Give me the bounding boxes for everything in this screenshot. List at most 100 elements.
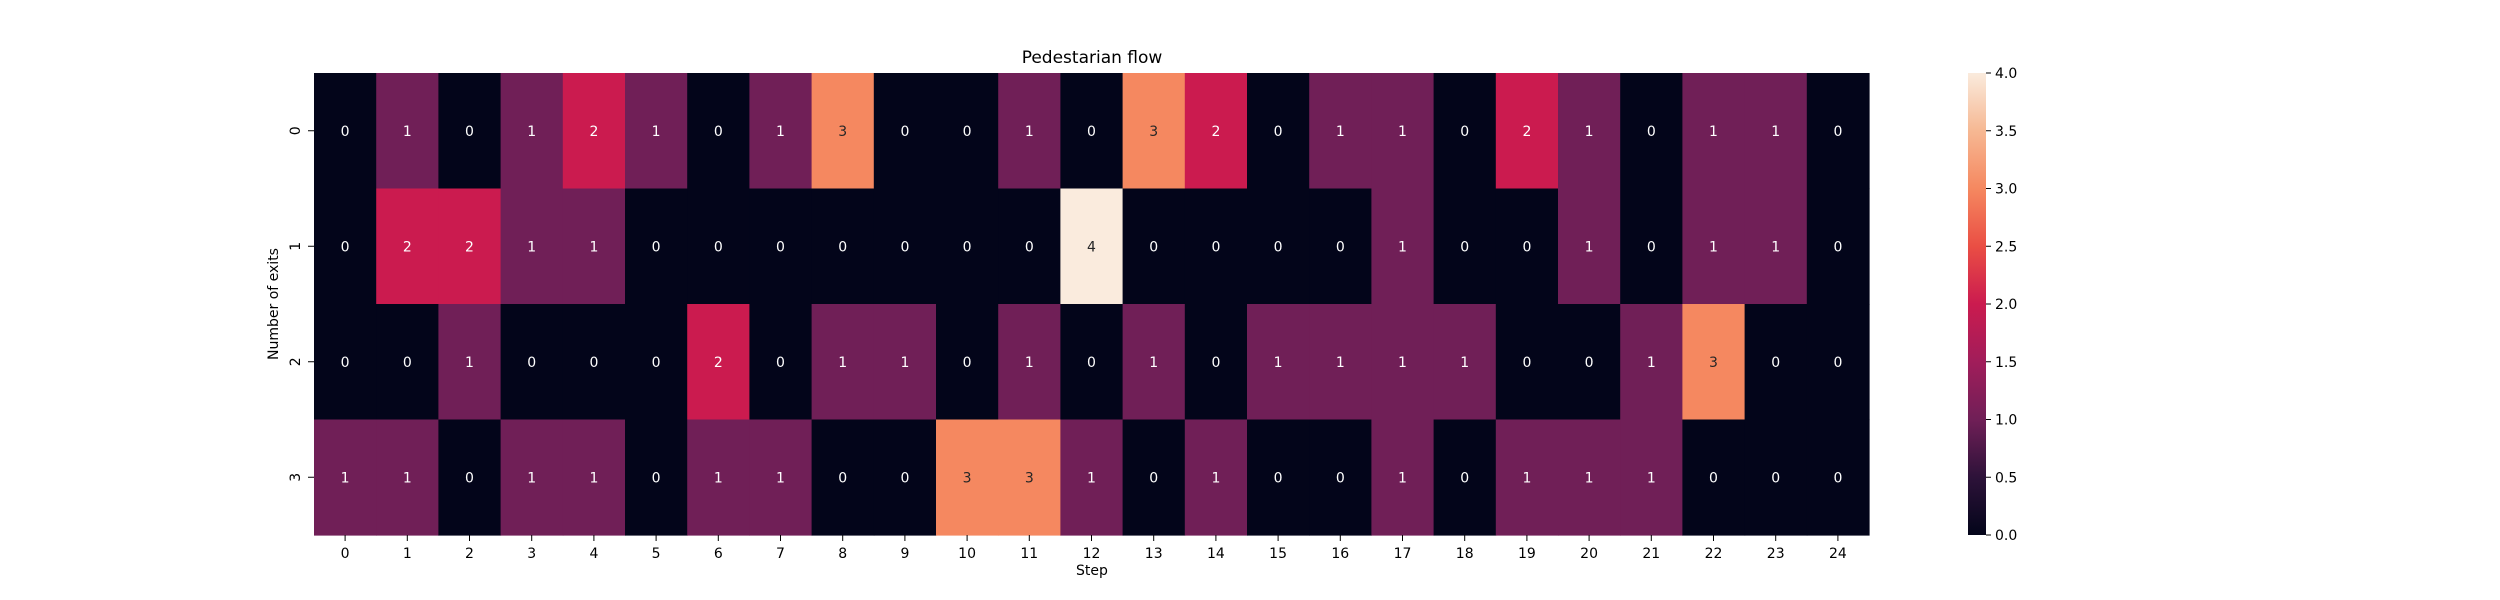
cell-value-label: 2: [1522, 124, 1531, 140]
cell-value-label: 0: [900, 239, 909, 255]
cell-value-label: 1: [1398, 239, 1407, 255]
cell-value-label: 1: [1585, 239, 1594, 255]
cell-value-label: 1: [714, 470, 723, 486]
colorbar-tick-label: 3.5: [1995, 124, 2017, 140]
heatmap-cell: [1247, 419, 1310, 536]
heatmap-cell: [1620, 73, 1683, 190]
cell-value-label: 0: [838, 470, 847, 486]
cell-value-label: 0: [1274, 470, 1283, 486]
heatmap-cell: [1495, 73, 1559, 190]
x-tick-label: 1: [403, 546, 412, 562]
cell-value-label: 1: [1709, 239, 1718, 255]
colorbar-tick-label: 4.0: [1995, 66, 2017, 82]
cell-value-label: 1: [1522, 470, 1531, 486]
y-tick-label: 0: [288, 126, 304, 135]
heatmap-cell: [1620, 188, 1683, 305]
x-tick-label: 18: [1456, 546, 1474, 562]
cell-value-label: 1: [1398, 124, 1407, 140]
cell-value-label: 0: [1087, 355, 1096, 371]
x-tick-label: 22: [1705, 546, 1723, 562]
heatmap-cell: [1495, 304, 1559, 421]
cell-value-label: 0: [714, 124, 723, 140]
cell-value-label: 0: [465, 470, 474, 486]
cell-value-label: 1: [776, 124, 785, 140]
heatmap-cell: [1806, 188, 1870, 305]
cell-value-label: 3: [1149, 124, 1158, 140]
heatmap-cell: [1309, 188, 1372, 305]
cell-value-label: 1: [776, 470, 785, 486]
cell-value-label: 0: [527, 355, 536, 371]
heatmap-cell: [1371, 304, 1435, 421]
cell-value-label: 0: [403, 355, 412, 371]
heatmap-cell: [376, 419, 439, 536]
heatmap-cell: [1060, 188, 1124, 305]
heatmap-cell: [625, 188, 688, 305]
cell-value-label: 0: [1149, 239, 1158, 255]
heatmap-cell: [1682, 304, 1746, 421]
heatmap-cell: [1247, 304, 1310, 421]
heatmap-cell: [376, 188, 439, 305]
cell-value-label: 0: [341, 239, 350, 255]
x-tick-label: 19: [1518, 546, 1536, 562]
x-tick-label: 2: [465, 546, 474, 562]
heatmap-cell: [936, 304, 999, 421]
colorbar: [1968, 73, 1986, 535]
heatmap-cell: [1433, 419, 1497, 536]
cell-value-label: 1: [1025, 355, 1034, 371]
heatmap-cell: [438, 304, 502, 421]
cell-value-label: 2: [403, 239, 412, 255]
cell-value-label: 1: [1647, 355, 1656, 371]
cell-value-label: 2: [1211, 124, 1220, 140]
heatmap-cell: [811, 419, 875, 536]
heatmap-cell: [1060, 419, 1124, 536]
cell-value-label: 0: [1833, 470, 1842, 486]
heatmap-cell: [1433, 304, 1497, 421]
cell-value-label: 1: [1025, 124, 1034, 140]
cell-value-label: 3: [1025, 470, 1034, 486]
cell-value-label: 0: [1522, 355, 1531, 371]
heatmap-cell: [500, 419, 564, 536]
heatmap-cell: [376, 73, 439, 190]
colorbar-tick-label: 2.0: [1995, 297, 2017, 313]
heatmap-cell: [1060, 304, 1124, 421]
cell-value-label: 0: [1709, 470, 1718, 486]
x-tick-label: 21: [1642, 546, 1660, 562]
cell-value-label: 0: [1771, 470, 1780, 486]
heatmap-cell: [1122, 188, 1186, 305]
cell-value-label: 1: [1585, 470, 1594, 486]
cell-value-label: 1: [1336, 355, 1345, 371]
heatmap-cell: [1744, 304, 1808, 421]
x-tick-label: 4: [589, 546, 598, 562]
heatmap-cell: [1744, 188, 1808, 305]
y-axis: 0 1 2 3: [288, 126, 314, 482]
cell-value-label: 0: [1460, 124, 1469, 140]
heatmap-cell: [811, 73, 875, 190]
cell-value-label: 0: [1647, 239, 1656, 255]
cell-value-label: 1: [1771, 239, 1780, 255]
colorbar-tick-label: 0.5: [1995, 470, 2017, 486]
heatmap-cell: [687, 419, 750, 536]
cell-value-label: 1: [1087, 470, 1096, 486]
heatmap-cell: [625, 73, 688, 190]
heatmap-cell: [562, 419, 626, 536]
cell-value-label: 1: [1274, 355, 1283, 371]
heatmap-cell: [811, 188, 875, 305]
cell-value-label: 0: [1025, 239, 1034, 255]
cell-value-label: 0: [963, 355, 972, 371]
heatmap-cell: [1309, 304, 1372, 421]
heatmap-cell: [1682, 188, 1746, 305]
heatmap-cell: [998, 304, 1061, 421]
cell-value-label: 1: [1771, 124, 1780, 140]
cell-value-label: 1: [652, 124, 661, 140]
cell-value-label: 1: [1336, 124, 1345, 140]
heatmap-cell: [314, 188, 377, 305]
heatmap-cell: [936, 419, 999, 536]
heatmap-cell: [687, 188, 750, 305]
heatmap-cell: [1122, 304, 1186, 421]
cell-value-label: 2: [714, 355, 723, 371]
heatmap-cell: [1371, 73, 1435, 190]
x-tick-label: 24: [1829, 546, 1847, 562]
heatmap-cell: [1806, 73, 1870, 190]
cell-annotations: 0 1 0 1 2 1 0 1 3 0 0 1 0 3 2 0 1 1 0 2 1 0 1 1 0 0 2 2 1 1 0 0 0 0 0 0 0 4 0 0…: [341, 124, 1843, 487]
